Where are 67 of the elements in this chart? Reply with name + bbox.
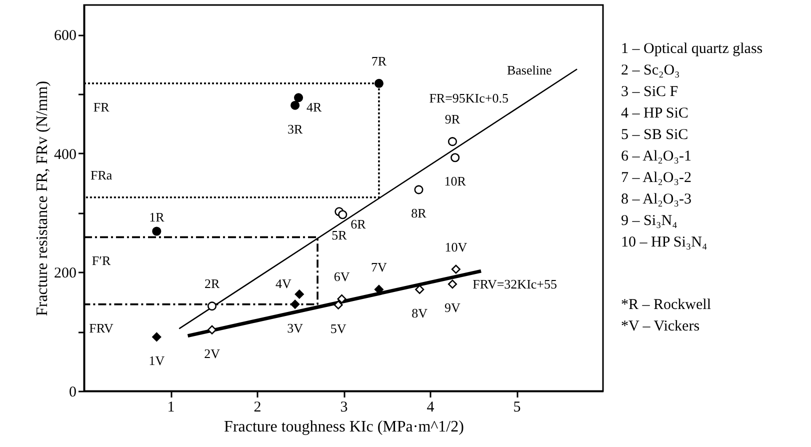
text: 9 – Si₃N₄: [621, 213, 678, 229]
x-axis-title: Fracture toughness KIc (MPa·m^1/2): [224, 418, 464, 436]
point: [374, 78, 384, 88]
x-tick-label: 4: [426, 400, 435, 416]
text: 7 – Al₂O₃-2: [621, 170, 692, 186]
point: [290, 300, 300, 309]
point: [448, 137, 458, 146]
point: [414, 185, 424, 194]
annotation: 5V: [330, 320, 347, 336]
annotation: FRV: [89, 320, 114, 336]
point: [207, 302, 217, 311]
annotation: 7R: [371, 53, 387, 68]
annotation: 9R: [444, 112, 460, 127]
y-tick-label: 600: [54, 28, 76, 44]
annotation: 10R: [444, 174, 466, 189]
text: 4 – HP SiC: [621, 106, 688, 122]
point: [290, 100, 300, 110]
text: 6 – Al₂O₃-1: [621, 148, 692, 164]
y-tick-label: 400: [54, 146, 76, 163]
annotation: FRV=32KIc+55: [472, 276, 558, 292]
annotation: 7V: [371, 259, 388, 274]
annotation: 6V: [334, 268, 350, 284]
annotation: 6R: [350, 216, 366, 232]
annotation: 1R: [149, 209, 165, 224]
text: 5 – SB SiC: [621, 127, 688, 143]
annotation: 9V: [444, 300, 462, 316]
point: [451, 264, 460, 274]
x-tick-label: 5: [513, 400, 521, 416]
annotation: 10V: [444, 239, 468, 254]
y-axis-title: Fracture resistance FR, FRv (N/mm): [34, 80, 51, 316]
text: 10 – HP Si₃N₄: [621, 234, 708, 250]
point: [152, 332, 162, 342]
annotation: 4V: [275, 276, 292, 292]
point: [294, 290, 304, 299]
text: 1 – Optical quartz glass: [621, 41, 763, 57]
text: 3 – SiC F: [621, 84, 678, 100]
point: [450, 153, 460, 162]
y-tick-label: 200: [54, 266, 76, 282]
annotation: FRa: [90, 167, 112, 182]
annotation: 1V: [148, 352, 166, 368]
annotation: FR: [93, 99, 110, 114]
point: [338, 210, 348, 220]
point: [207, 325, 217, 334]
x-tick-label: 1: [167, 400, 175, 416]
annotation: FR=95KIc+0.5: [429, 90, 508, 106]
text: 8 – Al₂O₃-3: [621, 192, 692, 208]
text: *V – Vickers: [621, 318, 700, 334]
annotation: 3R: [287, 121, 303, 136]
point: [448, 280, 458, 289]
annotation: 4R: [306, 100, 322, 115]
annotation: 8V: [412, 305, 428, 320]
point: [152, 226, 162, 236]
annotation: 5R: [332, 228, 348, 243]
text: *R – Rockwell: [621, 296, 711, 313]
annotation: 3V: [287, 320, 304, 336]
x-tick-label: 2: [254, 400, 262, 416]
y-tick-label: 0: [69, 384, 76, 400]
text: 2 – Sc₂O₃: [621, 62, 680, 78]
annotation: Baseline: [506, 62, 552, 78]
annotation: 2R: [204, 276, 220, 292]
point: [334, 300, 343, 310]
point: [294, 93, 304, 102]
annotation: 2V: [204, 346, 221, 361]
annotation: 8R: [411, 206, 427, 221]
x-tick-label: 3: [340, 400, 348, 416]
annotation: F′R: [92, 253, 111, 268]
point: [337, 294, 346, 304]
